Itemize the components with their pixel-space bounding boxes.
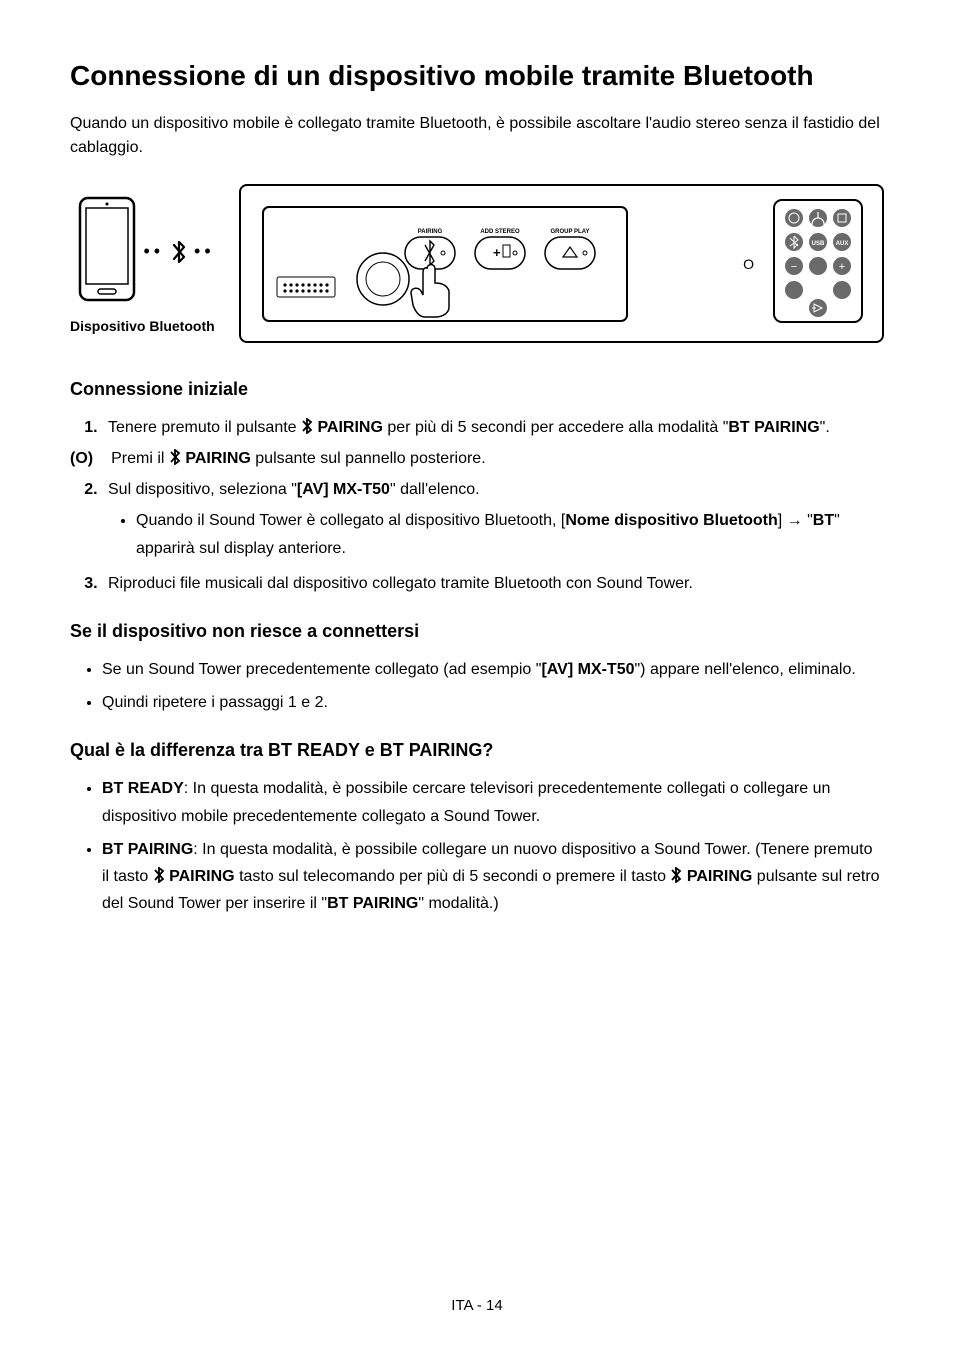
svg-text:USB: USB (812, 241, 825, 247)
svg-text:+: + (839, 261, 845, 273)
section-difference: Qual è la differenza tra BT READY e BT P… (70, 740, 884, 761)
smartphone-icon (72, 194, 142, 304)
remote-panel: USB AUX − + (768, 196, 868, 331)
bluetooth-icon (169, 449, 181, 465)
or-label: O (743, 256, 754, 272)
fail-2: Quindi ripetere i passaggi 1 e 2. (102, 689, 884, 716)
diff-list: BT READY: In questa modalità, è possibil… (70, 775, 884, 917)
diagram-row: •• •• Dispositivo Bluetooth (70, 184, 884, 343)
steps-list: Tenere premuto il pulsante PAIRING per p… (70, 414, 884, 441)
bt-dots-left: •• (143, 241, 164, 262)
bt-dots-right: •• (194, 241, 215, 262)
step-2: Sul dispositivo, seleziona "[AV] MX-T50"… (102, 476, 884, 562)
svg-text:AUX: AUX (836, 241, 849, 247)
bluetooth-icon (670, 867, 682, 883)
step-3: Riproduci file musicali dal dispositivo … (102, 570, 884, 597)
diff-ready: BT READY: In questa modalità, è possibil… (102, 775, 884, 829)
page-footer: ITA - 14 (0, 1297, 954, 1314)
section-fail-connect: Se il dispositivo non riesce a connetter… (70, 621, 884, 642)
intro-text: Quando un dispositivo mobile è collegato… (70, 112, 884, 160)
bluetooth-icon (170, 239, 188, 265)
fail-1: Se un Sound Tower precedentemente colleg… (102, 656, 884, 683)
diff-pairing: BT PAIRING: In questa modalità, è possib… (102, 836, 884, 918)
step-2-sub: Quando il Sound Tower è collegato al dis… (108, 507, 884, 561)
section-initial-connect: Connessione iniziale (70, 379, 884, 400)
or-alt-label: (O) (70, 450, 93, 468)
device-box: PAIRING ADD STEREO + GROUP PLAY (239, 184, 884, 343)
phone-block: •• •• Dispositivo Bluetooth (70, 194, 215, 334)
btn-add-label: ADD STEREO (480, 229, 520, 235)
step-1: Tenere premuto il pulsante PAIRING per p… (102, 414, 884, 441)
hand-pointer-icon (411, 264, 449, 317)
page-title: Connessione di un dispositivo mobile tra… (70, 60, 884, 92)
speaker-top-panel: PAIRING ADD STEREO + GROUP PLAY (255, 199, 729, 329)
svg-text:−: − (791, 261, 797, 273)
bluetooth-icon (301, 418, 313, 434)
steps-list-cont: Sul dispositivo, seleziona "[AV] MX-T50"… (70, 476, 884, 597)
svg-text:+: + (493, 245, 501, 260)
fail-list: Se un Sound Tower precedentemente colleg… (70, 656, 884, 716)
or-line: (O) Premi il PAIRING pulsante sul pannel… (70, 449, 884, 468)
step-2-sub-item: Quando il Sound Tower è collegato al dis… (136, 507, 884, 561)
btn-pairing-label: PAIRING (417, 229, 442, 235)
btn-group-label: GROUP PLAY (550, 229, 589, 235)
bluetooth-icon (153, 867, 165, 883)
phone-caption: Dispositivo Bluetooth (70, 318, 215, 334)
or-alt-text: Premi il PAIRING pulsante sul pannello p… (111, 449, 486, 468)
